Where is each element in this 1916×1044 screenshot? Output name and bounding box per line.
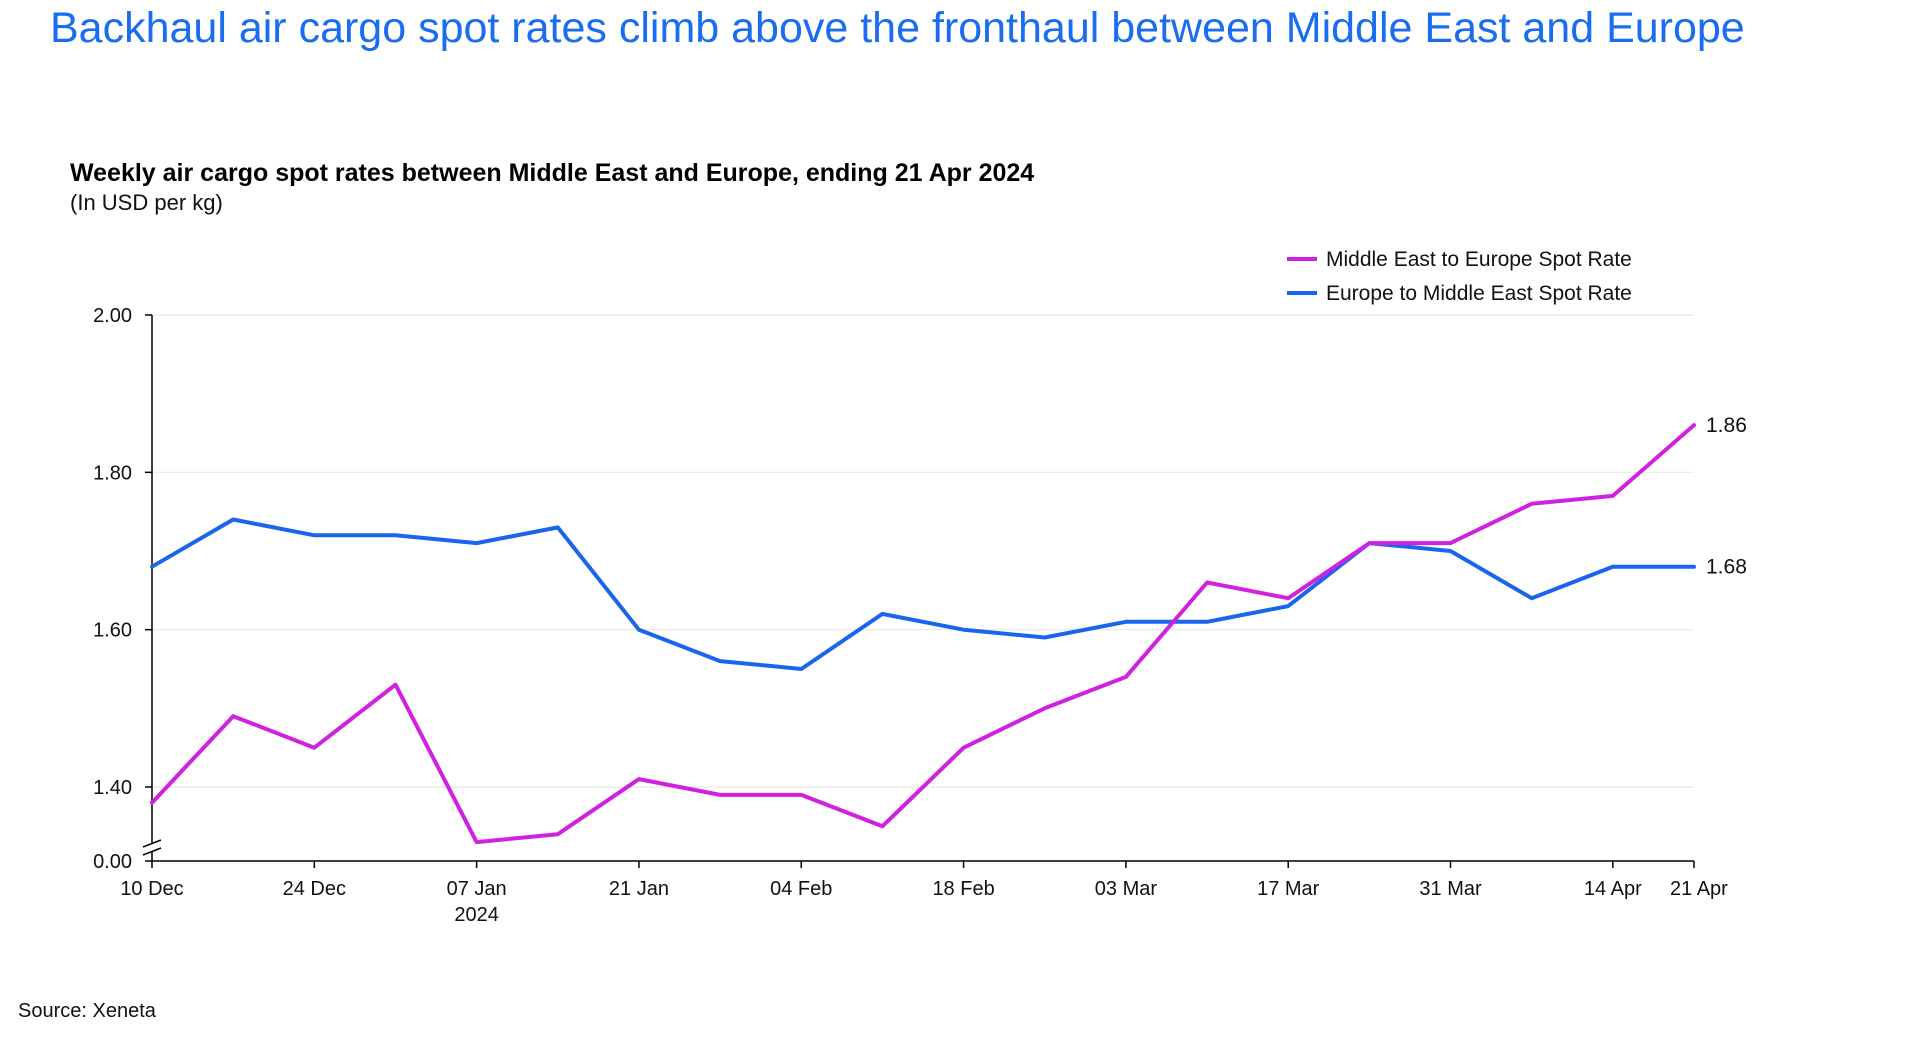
end-labels: 1.68 1.86 (1706, 414, 1747, 579)
axis-break-mark (142, 839, 162, 848)
x-tick-label: 24 Dec (283, 878, 346, 900)
x-tick-label: 21 Apr (1670, 878, 1728, 900)
x-tick-sublabel: 2024 (454, 904, 499, 926)
y-tick-label: 0.00 (93, 851, 132, 873)
x-tick-label: 07 Jan (447, 878, 507, 900)
source-note: Source: Xeneta (18, 1000, 156, 1022)
x-tick-label: 14 Apr (1584, 878, 1642, 900)
y-tick-label: 1.40 (93, 777, 132, 799)
axes: 2.00 1.80 1.60 1.40 0.00 10 Dec 24 Dec 07 Jan 20… (93, 305, 1728, 926)
chart-title: Weekly air cargo spot rates between Midd… (70, 159, 1035, 187)
legend-label: Europe to Middle East Spot Rate (1326, 282, 1632, 305)
x-tick-label: 21 Jan (609, 878, 669, 900)
legend-label: Middle East to Europe Spot Rate (1326, 248, 1632, 271)
x-tick-label: 17 Mar (1257, 878, 1320, 900)
chart-subtitle: (In USD per kg) (70, 190, 223, 215)
series-line (150, 423, 1696, 845)
grid-lines (152, 314, 1694, 788)
x-tick-label: 10 Dec (120, 878, 183, 900)
x-tick-label: 04 Feb (770, 878, 832, 900)
x-tick-label: 18 Feb (932, 878, 994, 900)
y-tick-label: 2.00 (93, 305, 132, 327)
y-tick-label: 1.60 (93, 620, 132, 642)
x-tick-label: 31 Mar (1419, 878, 1482, 900)
x-tick-label: 03 Mar (1095, 878, 1158, 900)
headline: Backhaul air cargo spot rates climb abov… (50, 4, 1745, 52)
axis-break-mark (142, 847, 162, 856)
series-lines (150, 423, 1696, 845)
end-value-label: 1.86 (1706, 414, 1747, 437)
end-value-label: 1.68 (1706, 556, 1747, 579)
y-tick-label: 1.80 (93, 462, 132, 484)
legend: Middle East to Europe Spot Rate Europe to… (1287, 248, 1632, 305)
series-line (150, 517, 1696, 671)
